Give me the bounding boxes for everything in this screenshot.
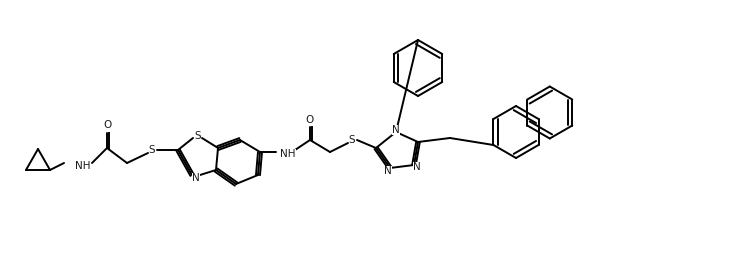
- Text: O: O: [306, 115, 314, 125]
- Text: S: S: [149, 145, 155, 155]
- Text: N: N: [192, 173, 200, 183]
- Text: O: O: [103, 120, 111, 130]
- Text: N: N: [384, 166, 392, 176]
- Text: N: N: [392, 125, 400, 135]
- Text: N: N: [413, 162, 421, 172]
- Text: S: S: [195, 131, 201, 141]
- Text: NH: NH: [75, 161, 90, 171]
- Text: NH: NH: [280, 149, 296, 159]
- Text: S: S: [349, 135, 356, 145]
